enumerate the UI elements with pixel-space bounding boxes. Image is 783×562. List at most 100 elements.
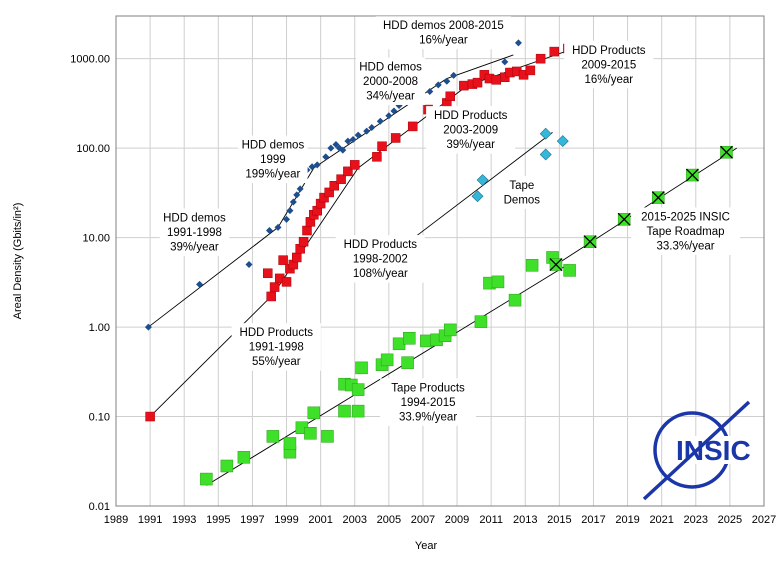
annotation-bg [159, 208, 230, 256]
hdd_demos-point [376, 117, 384, 125]
x-tick-label: 2023 [684, 514, 708, 526]
x-tick-label: 2015 [547, 514, 571, 526]
hdd_products-point [281, 277, 292, 287]
tape_products-point [508, 293, 522, 307]
y-tick-label: 1000.00 [70, 54, 110, 66]
tape_products-point [237, 451, 251, 464]
plot-frame [115, 15, 765, 507]
hdd_demos-point [274, 223, 282, 231]
annotation-bg [231, 323, 321, 371]
x-axis-ticks: 1989 1991 1993 1995 1997 1999 2001 2003 2005 2007… [104, 514, 776, 526]
hdd_demos-point [327, 144, 335, 152]
annotation-text: 2015-2025 INSIC [641, 211, 730, 223]
annotation-text: HDD demos [242, 140, 305, 152]
annotation-text: 108%/year [353, 268, 408, 280]
y-axis-label: Areal Density (Gbits/in²) [12, 203, 24, 320]
tape_products-point [304, 427, 317, 440]
tape_products-point [563, 264, 576, 277]
annotation-text: HDD demos [359, 61, 422, 73]
annotation-a11: Tape Products 1994-2015 33.9%/year [380, 378, 476, 426]
annotation-text: 2003-2009 [443, 125, 498, 137]
tape_roadmap-point [549, 258, 563, 272]
annotation-text: 2009-2015 [581, 59, 636, 71]
hdd_demos-point [443, 77, 451, 85]
hdd_demos-point [390, 107, 398, 115]
annotation-bg [500, 175, 544, 209]
tape_products-point [351, 383, 365, 396]
tape_products-point [266, 430, 280, 443]
tape_products-point [351, 404, 365, 418]
annotation-text: HDD demos [163, 212, 226, 224]
hdd_demos-point [368, 124, 376, 132]
annotation-text: Demos [504, 194, 541, 206]
annotation-text: 33.3%/year [656, 240, 714, 252]
tape_products-point [283, 437, 297, 450]
tape_products-point [200, 472, 213, 486]
annotation-text: 39%/year [170, 241, 219, 253]
hdd_demos-point [265, 227, 273, 235]
x-tick-label: 2005 [377, 514, 401, 526]
hdd_demos-point [426, 87, 434, 95]
hdd_demos-point [144, 323, 152, 331]
annotation-text: Tape Products [391, 382, 465, 394]
hdd_demos-point [286, 207, 294, 215]
hdd_products-point [377, 141, 387, 152]
annotation-bg [631, 207, 741, 255]
annotation-text: HDD Products [344, 239, 418, 251]
hdd_demos-point [293, 191, 301, 199]
tape_products-point [403, 332, 416, 345]
annotation-text: 1991-1998 [249, 342, 304, 354]
y-tick-label: 10.00 [82, 233, 110, 245]
roadmap-cross [549, 258, 563, 272]
hdd_products-point [298, 236, 309, 247]
tape_demos-point [476, 174, 489, 186]
annotation-text: 199%/year [245, 169, 300, 181]
roadmap-cross [617, 212, 631, 226]
hdd_products-point [302, 225, 312, 236]
annotation-a6: Tape Demos [500, 175, 544, 209]
x-tick-label: 1995 [206, 514, 230, 526]
trendline-hdd_products_1998_2002 [272, 167, 359, 295]
hdd_products-point [372, 152, 382, 162]
hdd_products-point [336, 174, 346, 184]
hdd_products-point [445, 91, 455, 102]
trendline-tape_products_1994_2015 [206, 264, 569, 486]
annotation-text: 1994-2015 [401, 397, 456, 409]
hdd_demos-point [354, 131, 362, 139]
hdd_products-point [329, 180, 340, 191]
tape_roadmap-point [651, 191, 665, 205]
annotation-text: 16%/year [585, 74, 634, 86]
roadmap-cross [720, 145, 733, 159]
hdd_products-point [278, 255, 288, 265]
tape_roadmap-point [720, 145, 733, 159]
hdd_demos-point [363, 127, 371, 135]
hdd_products-point [549, 46, 560, 57]
y-tick-label: 100.00 [76, 143, 110, 155]
y-tick-label: 0.01 [89, 501, 110, 513]
tape_products-point [338, 404, 351, 418]
x-tick-label: 2007 [411, 514, 435, 526]
hdd_demos-point [322, 153, 330, 161]
tape_products-point [401, 356, 414, 369]
tape_demos-point [471, 190, 484, 203]
hdd_demos-point [332, 140, 340, 148]
annotation-text: 1998-2002 [353, 254, 408, 266]
insic-logo: INSIC [642, 400, 752, 501]
annotation-a10: HDD Products 1991-1998 55%/year [231, 323, 321, 371]
hdd_products-point [472, 77, 483, 88]
annotation-bg [238, 135, 308, 184]
tape_demos-point [539, 148, 552, 161]
annotation-text: HDD demos 2008-2015 [383, 20, 504, 32]
hdd_products-point [491, 75, 502, 85]
annotation-a9: HDD Products 1998-2002 108%/year [335, 235, 425, 283]
annotation-text: 2000-2008 [363, 76, 418, 88]
trendline-tape_demos [405, 132, 553, 245]
x-tick-label: 1991 [138, 514, 162, 526]
annotation-text: 1991-1998 [167, 227, 222, 239]
hdd_demos-point [501, 58, 509, 66]
hdd_products-point [349, 160, 360, 170]
annotation-text: 1999 [260, 154, 286, 166]
roadmap-cross [651, 191, 665, 205]
